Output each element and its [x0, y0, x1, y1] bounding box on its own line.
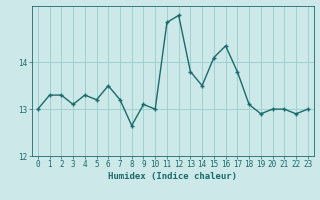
X-axis label: Humidex (Indice chaleur): Humidex (Indice chaleur) — [108, 172, 237, 181]
